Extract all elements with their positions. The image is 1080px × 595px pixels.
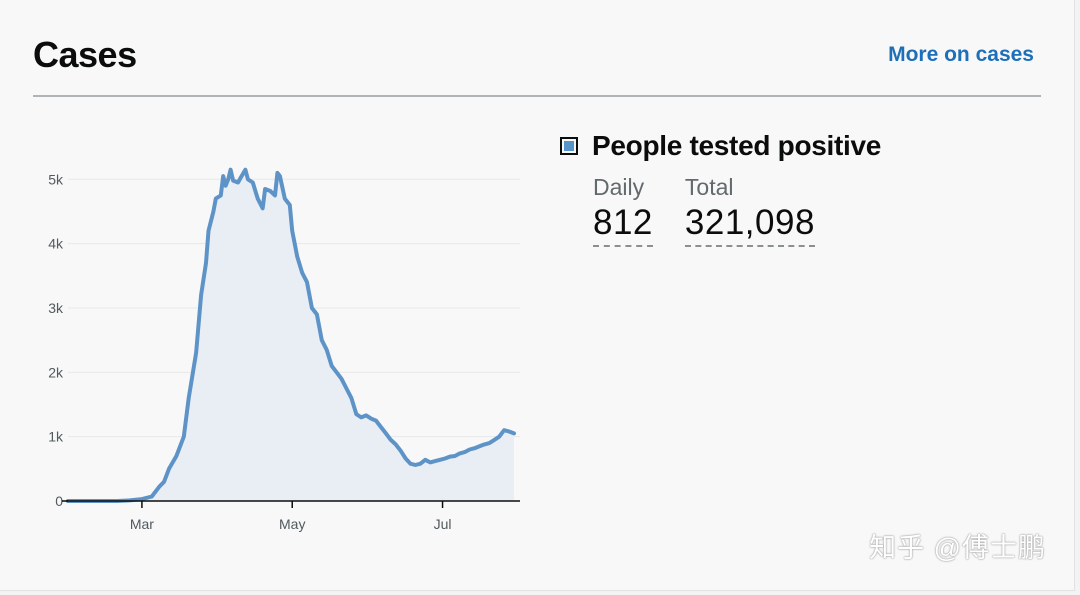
metric-header: People tested positive: [560, 130, 881, 162]
y-tick-label: 4k: [48, 236, 64, 252]
y-tick-label: 0: [55, 493, 63, 509]
more-on-cases-link[interactable]: More on cases: [888, 43, 1034, 66]
y-tick-label: 2k: [48, 364, 64, 380]
y-tick-label: 5k: [48, 171, 64, 187]
daily-value[interactable]: 812: [593, 203, 653, 247]
y-tick-label: 1k: [48, 429, 64, 445]
series-area: [68, 169, 514, 501]
daily-figure: Daily 812: [593, 174, 653, 247]
metric-panel: People tested positive Daily 812 Total 3…: [560, 130, 881, 247]
legend-swatch-icon: [560, 137, 578, 155]
metric-title: People tested positive: [592, 130, 882, 161]
card-title: Cases: [33, 34, 137, 75]
total-label: Total: [684, 174, 734, 200]
watermark: 知乎 @傅士鹏: [869, 533, 1046, 563]
x-tick-label: Jul: [434, 516, 452, 532]
cases-chart: 0 1k 2k 3k 4k 5k Mar May Jul: [0, 120, 540, 550]
daily-label: Daily: [593, 174, 645, 200]
metric-figures: Daily 812 Total 321,098: [593, 174, 881, 247]
header-divider: [33, 95, 1041, 97]
y-tick-label: 3k: [48, 300, 64, 316]
series-line: [66, 167, 516, 503]
total-value[interactable]: 321,098: [684, 203, 815, 247]
total-figure: Total 321,098: [684, 174, 815, 247]
cases-chart-svg: 0 1k 2k 3k 4k 5k Mar May Jul: [48, 167, 520, 532]
x-tick-label: Mar: [130, 516, 154, 532]
x-tick-label: May: [279, 516, 305, 532]
